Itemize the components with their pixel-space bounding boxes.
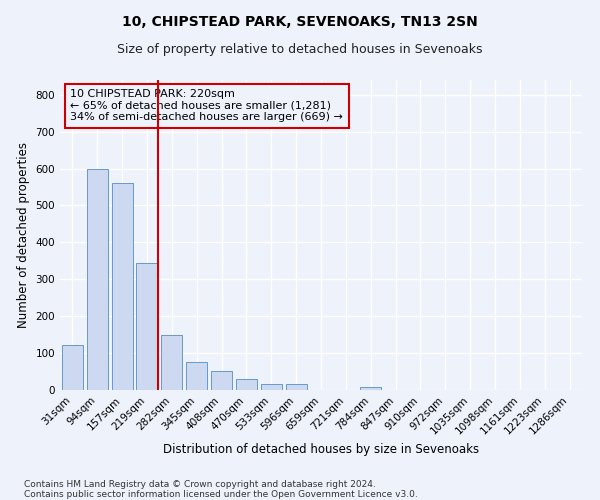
- Text: 10, CHIPSTEAD PARK, SEVENOAKS, TN13 2SN: 10, CHIPSTEAD PARK, SEVENOAKS, TN13 2SN: [122, 15, 478, 29]
- Y-axis label: Number of detached properties: Number of detached properties: [17, 142, 30, 328]
- Bar: [236, 379, 257, 390]
- Text: Size of property relative to detached houses in Sevenoaks: Size of property relative to detached ho…: [117, 42, 483, 56]
- Bar: [112, 184, 133, 390]
- Bar: [261, 384, 282, 390]
- Text: 10 CHIPSTEAD PARK: 220sqm
← 65% of detached houses are smaller (1,281)
34% of se: 10 CHIPSTEAD PARK: 220sqm ← 65% of detac…: [70, 90, 343, 122]
- Bar: [161, 336, 182, 390]
- Bar: [87, 168, 108, 390]
- Text: Contains HM Land Registry data © Crown copyright and database right 2024.
Contai: Contains HM Land Registry data © Crown c…: [24, 480, 418, 499]
- X-axis label: Distribution of detached houses by size in Sevenoaks: Distribution of detached houses by size …: [163, 444, 479, 456]
- Bar: [360, 387, 381, 390]
- Bar: [211, 371, 232, 390]
- Bar: [186, 362, 207, 390]
- Bar: [286, 384, 307, 390]
- Bar: [62, 345, 83, 390]
- Bar: [136, 262, 158, 390]
